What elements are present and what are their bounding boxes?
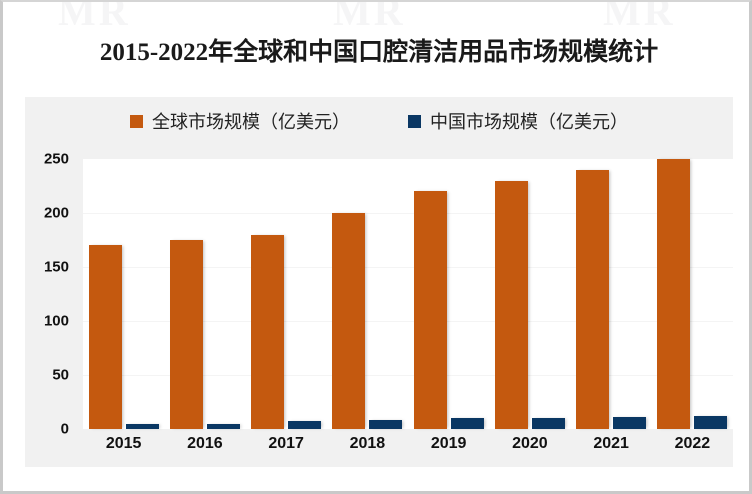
y-tick-0: 0 — [60, 420, 69, 438]
bar-group — [169, 159, 240, 429]
x-tick-2016: 2016 — [187, 435, 223, 452]
watermark-text: MR — [603, 2, 676, 32]
bar-global[interactable] — [576, 169, 610, 429]
bar-china[interactable] — [206, 423, 240, 429]
gridline — [83, 375, 733, 376]
legend-label-china: 中国市场规模（亿美元） — [430, 112, 628, 132]
y-tick-200: 200 — [43, 204, 69, 222]
bar-group — [576, 159, 647, 429]
watermark-text: MR — [58, 2, 131, 32]
bar-global[interactable] — [88, 245, 122, 429]
bar-global[interactable] — [332, 213, 366, 429]
bar-china[interactable] — [369, 420, 403, 429]
bar-group — [494, 159, 565, 429]
x-tick-2022: 2022 — [674, 435, 711, 452]
bar-global[interactable] — [251, 234, 285, 429]
watermark-text: MR — [333, 2, 406, 32]
legend-item-china[interactable]: 中国市场规模（亿美元） — [408, 108, 628, 134]
y-tick-50: 50 — [52, 366, 69, 384]
chart-title: 2015-2022年全球和中国口腔清洁用品市场规模统计 — [99, 39, 659, 66]
x-tick-2020: 2020 — [512, 435, 548, 452]
x-tick-2015: 2015 — [105, 435, 142, 452]
bar-global[interactable] — [494, 180, 528, 429]
bar-group — [657, 159, 728, 429]
legend-label-global: 全球市场规模（亿美元） — [152, 112, 350, 132]
bar-china[interactable] — [694, 416, 728, 429]
y-tick-100: 100 — [43, 312, 69, 330]
plot-area — [83, 159, 733, 429]
legend-swatch-global — [130, 114, 143, 128]
legend-swatch-china — [408, 114, 421, 128]
gridline — [83, 267, 733, 268]
chart-legend: 全球市场规模（亿美元） 中国市场规模（亿美元） — [25, 108, 733, 134]
x-tick-2021: 2021 — [593, 435, 629, 452]
bar-china[interactable] — [450, 418, 484, 429]
chart-panel: 全球市场规模（亿美元） 中国市场规模（亿美元） 250 200 150 100 … — [25, 97, 733, 467]
bar-china[interactable] — [531, 418, 565, 429]
bar-group — [251, 159, 322, 429]
x-tick-2017: 2017 — [268, 435, 304, 452]
bar-global[interactable] — [413, 191, 447, 429]
bar-global[interactable] — [657, 159, 691, 429]
gridline — [83, 213, 733, 214]
x-tick-2018: 2018 — [349, 435, 386, 452]
legend-item-global[interactable]: 全球市场规模（亿美元） — [130, 108, 350, 134]
watermark: MR MR MR — [3, 2, 752, 32]
y-tick-250: 250 — [43, 150, 69, 168]
bar-china[interactable] — [125, 423, 159, 429]
bar-china[interactable] — [613, 417, 647, 429]
bar-global[interactable] — [169, 240, 203, 429]
bar-group — [413, 159, 484, 429]
x-tick-2019: 2019 — [430, 435, 467, 452]
bar-group — [88, 159, 159, 429]
bar-group — [332, 159, 403, 429]
bar-china[interactable] — [288, 421, 322, 429]
gridline — [83, 321, 733, 322]
y-tick-150: 150 — [43, 258, 69, 276]
